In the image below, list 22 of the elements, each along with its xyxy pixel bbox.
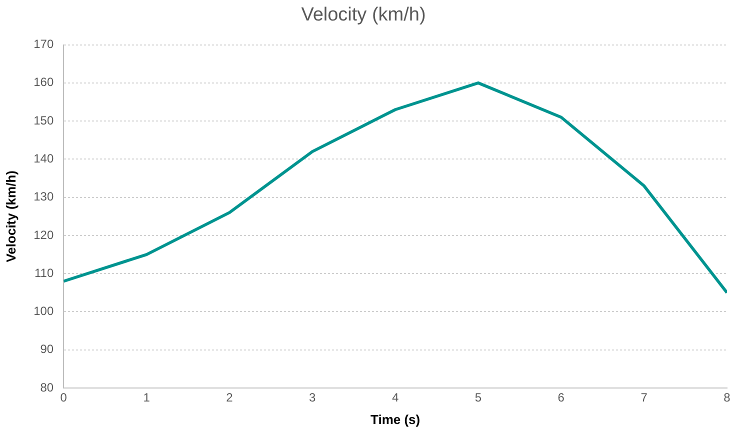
y-tick-label: 170 bbox=[34, 37, 54, 52]
x-tick-label: 7 bbox=[640, 390, 648, 405]
x-tick-label: 0 bbox=[60, 390, 68, 405]
x-axis-title: Time (s) bbox=[370, 412, 420, 427]
x-tick-label: 8 bbox=[724, 390, 731, 405]
x-tick-label: 5 bbox=[474, 390, 482, 405]
y-tick-label: 140 bbox=[34, 152, 54, 166]
x-tick-label: 2 bbox=[226, 390, 234, 405]
x-tick-label: 4 bbox=[392, 390, 399, 405]
chart-title: Velocity (km/h) bbox=[301, 4, 426, 26]
y-tick-label: 160 bbox=[34, 75, 54, 90]
y-tick-label: 130 bbox=[34, 190, 54, 204]
y-tick-label: 110 bbox=[34, 266, 54, 280]
y-tick-label: 120 bbox=[34, 228, 54, 242]
y-axis-title: Velocity (km/h) bbox=[3, 170, 18, 262]
y-tick-label: 150 bbox=[34, 113, 54, 128]
y-tick-label: 100 bbox=[34, 304, 54, 318]
y-tick-label: 90 bbox=[40, 342, 54, 356]
x-tick-label: 3 bbox=[309, 390, 316, 405]
x-tick-label: 1 bbox=[143, 390, 150, 405]
x-tick-label: 6 bbox=[558, 390, 565, 405]
y-tick-label: 80 bbox=[40, 380, 54, 394]
